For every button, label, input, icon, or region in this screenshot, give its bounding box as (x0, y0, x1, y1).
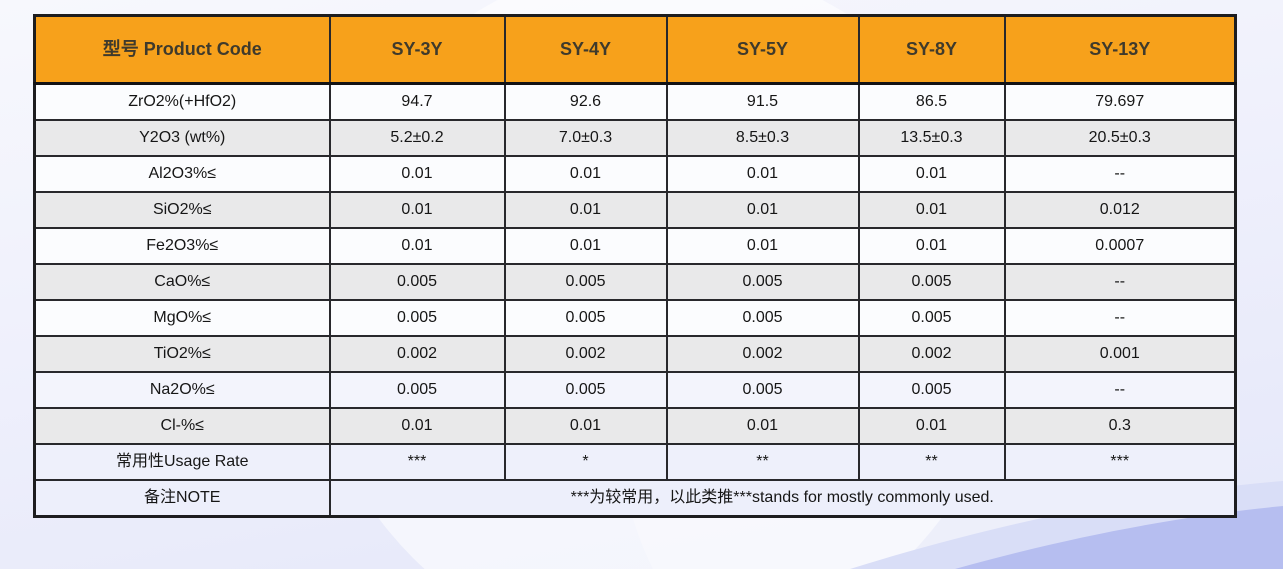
cell-value: 0.01 (665, 191, 860, 229)
cell-value: 0.01 (328, 155, 506, 193)
cell-value: 0.005 (665, 299, 860, 337)
cell-value: 0.01 (503, 191, 668, 229)
cell-value: 91.5 (665, 82, 860, 121)
cell-value: 13.5±0.3 (857, 119, 1006, 157)
cell-value: ** (857, 443, 1006, 481)
cell-value: 0.005 (328, 263, 506, 301)
note-text: ***为较常用，以此类推***stands for mostly commonl… (328, 479, 1237, 518)
cell-value: * (503, 443, 668, 481)
cell-value: 20.5±0.3 (1003, 119, 1237, 157)
cell-value: 86.5 (857, 82, 1006, 121)
cell-value: 7.0±0.3 (503, 119, 668, 157)
cell-value: 0.002 (503, 335, 668, 373)
table-row: CaO%≤ 0.005 0.005 0.005 0.005 -- (33, 263, 1237, 301)
cell-value: 94.7 (328, 82, 506, 121)
cell-value: 0.005 (857, 263, 1006, 301)
row-label: Cl-%≤ (33, 407, 331, 445)
cell-value: 0.01 (665, 407, 860, 445)
row-label: CaO%≤ (33, 263, 331, 301)
header-col-sy-4y: SY-4Y (503, 14, 668, 85)
cell-value: 0.01 (857, 407, 1006, 445)
table-row: Al2O3%≤ 0.01 0.01 0.01 0.01 -- (33, 155, 1237, 193)
product-spec-table: 型号 Product Code SY-3Y SY-4Y SY-5Y SY-8Y SY-1… (33, 14, 1237, 518)
cell-value: 0.001 (1003, 335, 1237, 373)
cell-value: 0.005 (503, 299, 668, 337)
cell-value: 0.3 (1003, 407, 1237, 445)
cell-value: -- (1003, 155, 1237, 193)
cell-value: 0.002 (665, 335, 860, 373)
cell-value: 8.5±0.3 (665, 119, 860, 157)
cell-value: 0.01 (503, 407, 668, 445)
table-header: 型号 Product Code SY-3Y SY-4Y SY-5Y SY-8Y SY-1… (33, 14, 1237, 85)
table-row: Na2O%≤ 0.005 0.005 0.005 0.005 -- (33, 371, 1237, 409)
header-row: 型号 Product Code SY-3Y SY-4Y SY-5Y SY-8Y SY-1… (33, 14, 1237, 85)
table-body: ZrO2%(+HfO2) 94.7 92.6 91.5 86.5 79.697 Y2O3 (… (33, 82, 1237, 481)
cell-value: 0.005 (665, 371, 860, 409)
row-label: ZrO2%(+HfO2) (33, 82, 331, 121)
cell-value: 0.005 (328, 299, 506, 337)
cell-value: ** (665, 443, 860, 481)
cell-value: 0.01 (857, 191, 1006, 229)
cell-value: 92.6 (503, 82, 668, 121)
table-row: Cl-%≤ 0.01 0.01 0.01 0.01 0.3 (33, 407, 1237, 445)
header-col-sy-3y: SY-3Y (328, 14, 506, 85)
cell-value: 0.01 (665, 155, 860, 193)
cell-value: 0.005 (328, 371, 506, 409)
cell-value: 0.005 (503, 371, 668, 409)
table-row: ZrO2%(+HfO2) 94.7 92.6 91.5 86.5 79.697 (33, 82, 1237, 121)
cell-value: 0.01 (503, 227, 668, 265)
cell-value: 0.005 (503, 263, 668, 301)
cell-value: -- (1003, 299, 1237, 337)
row-label: Na2O%≤ (33, 371, 331, 409)
cell-value: 0.01 (328, 407, 506, 445)
cell-value: 0.002 (328, 335, 506, 373)
cell-value: -- (1003, 371, 1237, 409)
cell-value: 0.005 (857, 371, 1006, 409)
cell-value: 5.2±0.2 (328, 119, 506, 157)
note-label: 备注NOTE (33, 479, 331, 518)
cell-value: *** (1003, 443, 1237, 481)
header-col-sy-5y: SY-5Y (665, 14, 860, 85)
header-col-sy-13y: SY-13Y (1003, 14, 1237, 85)
row-label: SiO2%≤ (33, 191, 331, 229)
cell-value: *** (328, 443, 506, 481)
cell-value: 0.01 (857, 155, 1006, 193)
table-row: 常用性Usage Rate *** * ** ** *** (33, 443, 1237, 481)
table-row: Fe2O3%≤ 0.01 0.01 0.01 0.01 0.0007 (33, 227, 1237, 265)
header-col-sy-8y: SY-8Y (857, 14, 1006, 85)
cell-value: -- (1003, 263, 1237, 301)
cell-value: 0.01 (503, 155, 668, 193)
row-label: TiO2%≤ (33, 335, 331, 373)
cell-value: 0.0007 (1003, 227, 1237, 265)
cell-value: 79.697 (1003, 82, 1237, 121)
row-label: Fe2O3%≤ (33, 227, 331, 265)
row-label: Y2O3 (wt%) (33, 119, 331, 157)
table-footer: 备注NOTE ***为较常用，以此类推***stands for mostly … (33, 479, 1237, 518)
table-row: TiO2%≤ 0.002 0.002 0.002 0.002 0.001 (33, 335, 1237, 373)
table-row: Y2O3 (wt%) 5.2±0.2 7.0±0.3 8.5±0.3 13.5±0.3 2… (33, 119, 1237, 157)
cell-value: 0.01 (328, 191, 506, 229)
header-product-code: 型号 Product Code (33, 14, 331, 85)
row-label: MgO%≤ (33, 299, 331, 337)
row-label: 常用性Usage Rate (33, 443, 331, 481)
table-row: MgO%≤ 0.005 0.005 0.005 0.005 -- (33, 299, 1237, 337)
cell-value: 0.01 (857, 227, 1006, 265)
cell-value: 0.005 (857, 299, 1006, 337)
cell-value: 0.005 (665, 263, 860, 301)
cell-value: 0.012 (1003, 191, 1237, 229)
table-row: SiO2%≤ 0.01 0.01 0.01 0.01 0.012 (33, 191, 1237, 229)
note-row: 备注NOTE ***为较常用，以此类推***stands for mostly … (33, 479, 1237, 518)
row-label: Al2O3%≤ (33, 155, 331, 193)
cell-value: 0.002 (857, 335, 1006, 373)
cell-value: 0.01 (328, 227, 506, 265)
cell-value: 0.01 (665, 227, 860, 265)
